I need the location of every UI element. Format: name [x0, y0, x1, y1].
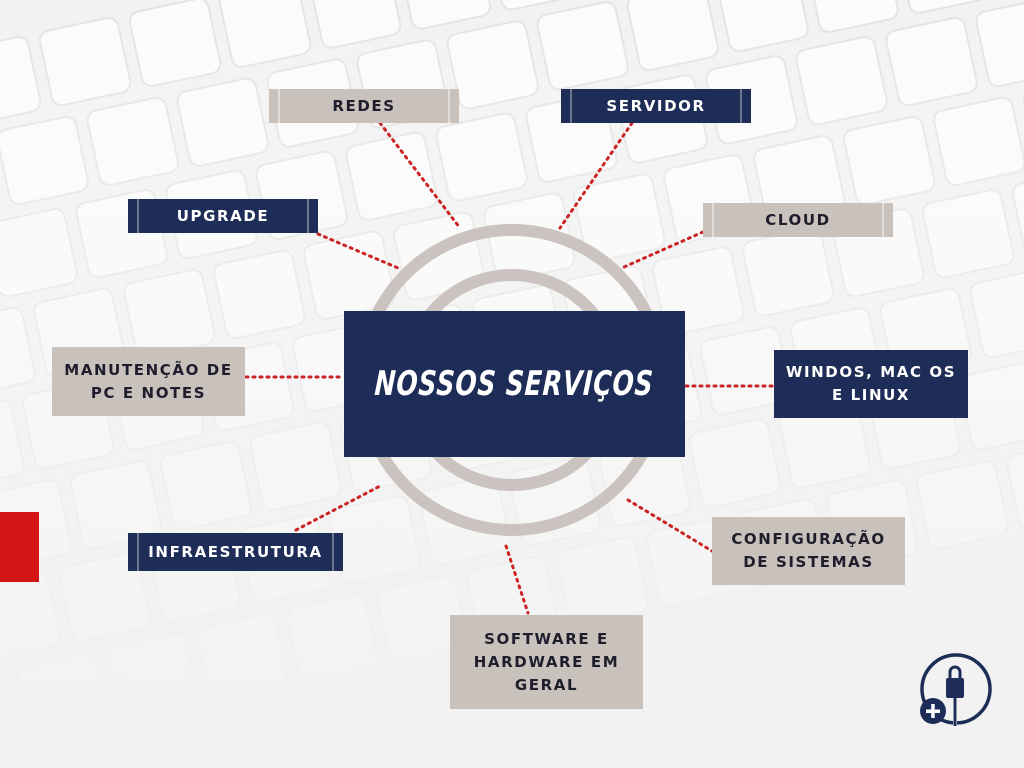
- accent-red-tab: [0, 512, 39, 582]
- connector-cloud: [622, 230, 705, 269]
- service-cloud: CLOUD: [703, 203, 893, 237]
- service-upgrade: UPGRADE: [128, 199, 318, 233]
- service-infraestrutura: INFRAESTRUTURA: [128, 533, 343, 571]
- service-software-line2: HARDWARE EM: [473, 652, 620, 671]
- service-servidor: SERVIDOR: [561, 89, 751, 123]
- service-software-hardware: SOFTWARE E HARDWARE EM GERAL: [450, 615, 643, 709]
- connector-redes: [378, 121, 462, 230]
- connector-servidor: [558, 121, 634, 230]
- service-configuracao: CONFIGURAÇÃO DE SISTEMAS: [712, 517, 905, 585]
- connector-upgrade: [316, 232, 400, 270]
- center-title-box: NOSSOS SERVIÇOS: [344, 311, 685, 457]
- connector-infraestrutura: [294, 483, 384, 532]
- connector-software: [504, 544, 530, 615]
- service-cloud-label: CLOUD: [765, 210, 831, 229]
- service-sistemas-line2: E LINUX: [831, 386, 911, 404]
- service-configuracao-line2: DE SISTEMAS: [743, 553, 874, 571]
- service-sistemas-operacionais: WINDOS, MAC OS E LINUX: [774, 350, 968, 418]
- page-title: NOSSOS SERVIÇOS: [373, 364, 656, 404]
- service-sistemas-line1: WINDOS, MAC OS: [785, 363, 957, 381]
- service-software-line3: GERAL: [514, 675, 579, 694]
- connector-configuracao: [626, 498, 714, 553]
- connectors: [244, 121, 775, 615]
- service-upgrade-label: UPGRADE: [176, 206, 270, 225]
- service-servidor-label: SERVIDOR: [606, 96, 706, 115]
- service-redes-label: REDES: [332, 96, 396, 115]
- service-software-line1: SOFTWARE E: [484, 629, 609, 648]
- service-manutencao-line1: MANUTENÇÃO DE: [64, 360, 233, 379]
- service-configuracao-line1: CONFIGURAÇÃO: [731, 530, 886, 548]
- service-redes: REDES: [269, 89, 459, 123]
- service-manutencao: MANUTENÇÃO DE PC E NOTES: [52, 347, 245, 416]
- service-manutencao-line2: PC E NOTES: [90, 383, 207, 402]
- usb-lock-plus-icon: [920, 653, 992, 726]
- service-infraestrutura-label: INFRAESTRUTURA: [148, 542, 323, 561]
